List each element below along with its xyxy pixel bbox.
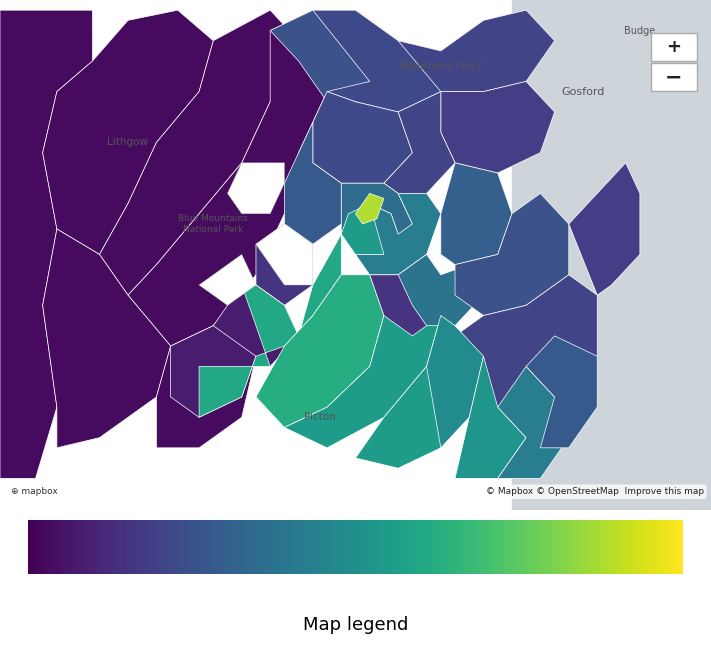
Polygon shape [455,194,569,315]
Polygon shape [398,254,483,326]
Polygon shape [370,254,441,336]
Text: Budge: Budge [624,26,656,35]
Text: Wisemans Ferry: Wisemans Ferry [400,61,482,71]
FancyBboxPatch shape [651,33,697,61]
Polygon shape [356,194,441,275]
Polygon shape [341,204,398,254]
Text: −: − [665,67,683,87]
Polygon shape [228,163,284,213]
Polygon shape [441,275,597,407]
Polygon shape [313,92,412,183]
Polygon shape [569,163,640,295]
Text: © Mapbox © OpenStreetMap  Improve this map: © Mapbox © OpenStreetMap Improve this ma… [486,487,704,496]
Polygon shape [199,234,341,417]
Polygon shape [356,194,384,224]
Polygon shape [284,285,441,448]
Polygon shape [341,183,412,254]
Polygon shape [284,122,341,244]
Text: Lithgow: Lithgow [107,137,149,148]
Polygon shape [256,224,313,285]
Polygon shape [213,285,299,366]
Polygon shape [128,10,341,346]
Polygon shape [455,356,526,479]
Text: Gosford: Gosford [561,86,605,97]
Text: Blue Mountains
National Park: Blue Mountains National Park [178,214,248,233]
Polygon shape [43,10,213,254]
Text: ⊕ mapbox: ⊕ mapbox [11,487,58,496]
Polygon shape [526,336,597,448]
Polygon shape [171,326,256,417]
Polygon shape [313,10,441,112]
Polygon shape [270,10,398,102]
Polygon shape [100,10,299,295]
Polygon shape [441,81,555,173]
Polygon shape [427,315,483,448]
Polygon shape [498,366,569,479]
Polygon shape [356,366,455,468]
Polygon shape [398,10,555,92]
Polygon shape [441,163,512,264]
Text: +: + [666,38,681,56]
Polygon shape [256,275,384,428]
Polygon shape [43,229,171,448]
Text: Map legend: Map legend [303,615,408,633]
FancyBboxPatch shape [651,63,697,91]
Polygon shape [256,224,313,305]
Polygon shape [156,326,256,448]
Polygon shape [0,10,92,479]
Polygon shape [384,92,455,194]
Text: Picton: Picton [304,412,336,422]
Polygon shape [199,254,256,305]
